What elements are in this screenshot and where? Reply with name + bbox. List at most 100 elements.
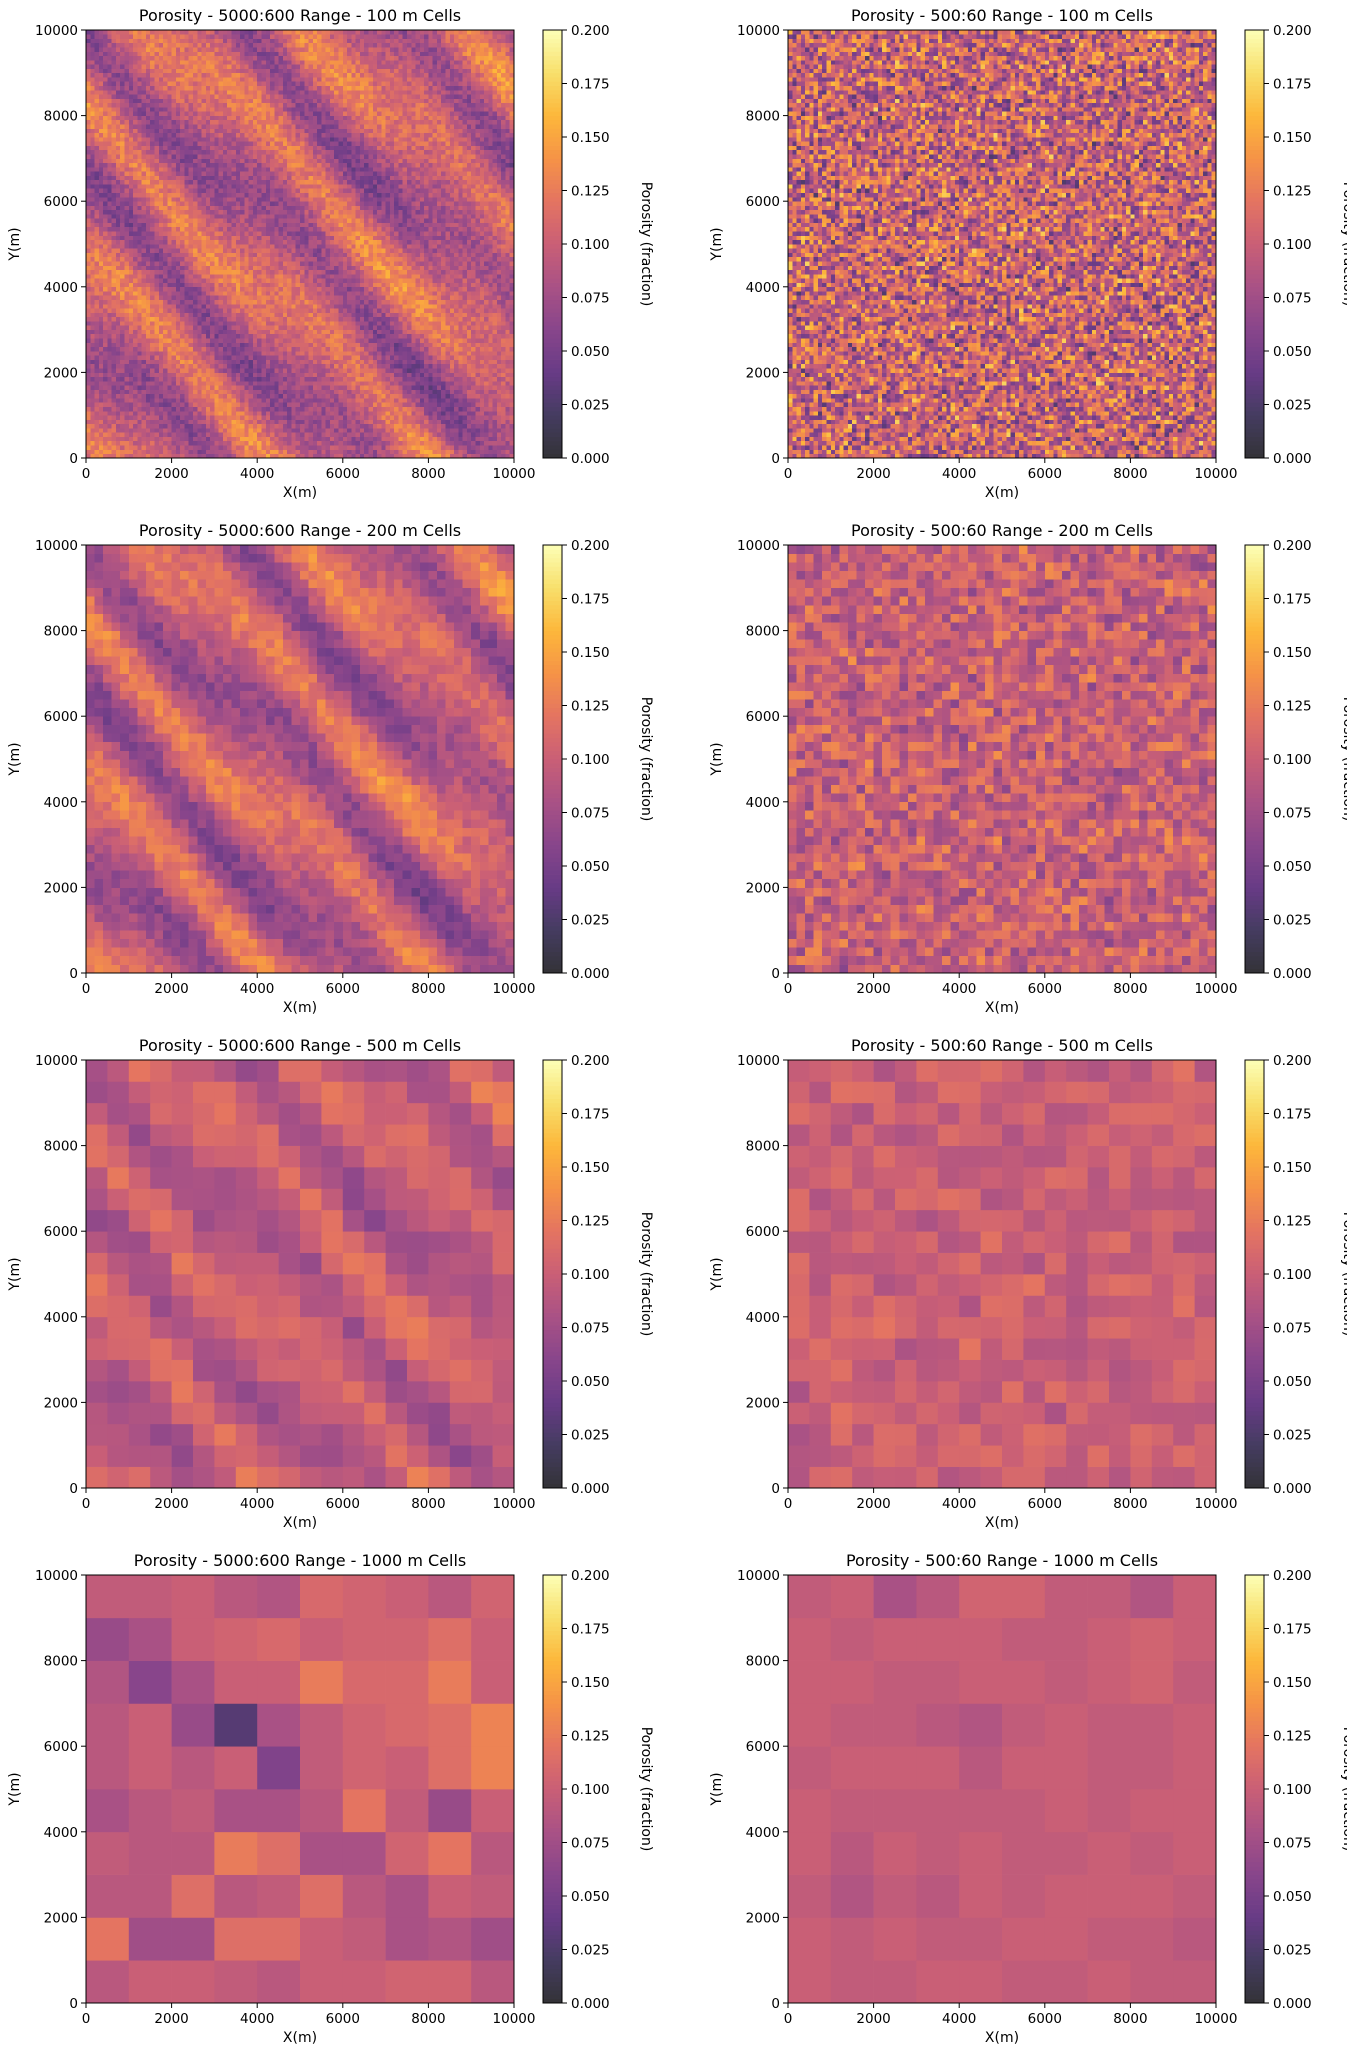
heatmap-cell xyxy=(222,410,228,416)
heatmap-cell xyxy=(231,393,237,399)
heatmap-cell xyxy=(355,321,361,326)
heatmap-cell xyxy=(445,363,451,369)
heatmap-cell xyxy=(496,333,502,339)
heatmap-cell xyxy=(154,445,160,450)
heatmap-cell xyxy=(103,269,108,275)
heatmap-cell xyxy=(240,415,245,420)
heatmap-cell xyxy=(445,355,451,360)
heatmap-cell xyxy=(475,406,481,412)
heatmap-cell xyxy=(158,256,164,262)
heatmap-cell xyxy=(188,273,194,279)
heatmap-cell xyxy=(282,445,288,450)
heatmap-cell xyxy=(227,385,232,390)
heatmap-cell xyxy=(86,308,91,313)
heatmap-cell xyxy=(402,402,408,407)
heatmap-cell xyxy=(197,244,202,249)
heatmap-cell xyxy=(287,363,292,369)
heatmap-cell xyxy=(90,372,95,378)
heatmap-cell xyxy=(227,453,232,459)
heatmap-cell xyxy=(205,282,211,288)
heatmap-cell xyxy=(184,256,190,262)
heatmap-cell xyxy=(436,432,442,437)
heatmap-cell xyxy=(124,244,130,249)
heatmap-cell xyxy=(240,273,245,279)
heatmap-cell xyxy=(475,402,481,407)
heatmap-cell xyxy=(201,368,207,373)
heatmap-cell xyxy=(317,389,322,395)
heatmap-cell xyxy=(184,428,190,433)
heatmap-cell xyxy=(415,295,421,300)
heatmap-cell xyxy=(248,346,254,352)
heatmap-cell xyxy=(197,321,202,326)
heatmap-cell xyxy=(270,248,275,253)
heatmap-cell xyxy=(424,342,429,348)
heatmap-cell xyxy=(325,261,331,266)
heatmap-cell xyxy=(334,329,339,335)
heatmap-cell xyxy=(488,252,493,258)
heatmap-cell xyxy=(270,316,275,322)
heatmap-cell xyxy=(145,303,151,309)
heatmap-cell xyxy=(377,252,382,258)
heatmap-cell xyxy=(496,265,502,271)
heatmap-cell xyxy=(205,265,211,271)
heatmap-cell xyxy=(222,248,228,253)
heatmap-cell xyxy=(158,282,164,288)
heatmap-cell xyxy=(265,278,271,283)
heatmap-cell xyxy=(128,252,134,258)
heatmap-cell xyxy=(201,329,207,335)
heatmap-cell xyxy=(381,440,386,446)
heatmap-cell xyxy=(441,282,446,288)
heatmap-cell xyxy=(86,321,91,326)
heatmap-cell xyxy=(411,351,416,356)
heatmap-cell xyxy=(274,316,279,322)
heatmap-cell xyxy=(188,419,194,425)
heatmap-cell xyxy=(325,303,331,309)
heatmap-cell xyxy=(334,278,339,283)
heatmap-cell xyxy=(385,432,391,437)
heatmap-cell xyxy=(484,380,489,386)
heatmap-cell xyxy=(407,286,412,292)
heatmap-cell xyxy=(501,376,506,382)
heatmap-cell xyxy=(372,244,378,249)
heatmap-cell xyxy=(449,432,455,437)
heatmap-cell xyxy=(321,321,327,326)
heatmap-cell xyxy=(312,419,318,425)
heatmap-cell xyxy=(449,333,455,339)
heatmap-cell xyxy=(436,406,442,412)
heatmap-cell xyxy=(329,380,335,386)
heatmap-cell xyxy=(424,308,429,313)
heatmap-cell xyxy=(372,368,378,373)
heatmap-cell xyxy=(257,372,262,378)
heatmap-cell xyxy=(466,265,472,271)
heatmap-cell xyxy=(133,244,138,249)
heatmap-cell xyxy=(128,363,134,369)
heatmap-cell xyxy=(154,329,160,335)
heatmap-cell xyxy=(150,389,155,395)
heatmap-cell xyxy=(287,440,292,446)
heatmap-cell xyxy=(321,440,327,446)
heatmap-cell xyxy=(287,261,292,266)
heatmap-cell xyxy=(145,372,151,378)
heatmap-cell xyxy=(278,244,284,249)
heatmap-cell xyxy=(270,453,275,459)
heatmap-cell xyxy=(304,389,309,395)
heatmap-cell xyxy=(133,303,138,309)
heatmap-cell xyxy=(167,415,172,420)
heatmap-cell xyxy=(150,312,155,318)
heatmap-cell xyxy=(501,440,506,446)
heatmap-cell xyxy=(240,316,245,322)
heatmap-cell xyxy=(317,299,322,305)
heatmap-cell xyxy=(377,282,382,288)
heatmap-cell xyxy=(471,415,476,420)
heatmap-cell xyxy=(231,453,237,459)
heatmap-cell xyxy=(252,432,258,437)
heatmap-cell xyxy=(252,299,258,305)
heatmap-cell xyxy=(364,308,369,313)
heatmap-cell xyxy=(351,432,356,437)
heatmap-cell xyxy=(111,278,117,283)
heatmap-cell xyxy=(278,291,284,296)
heatmap-cell xyxy=(231,308,237,313)
heatmap-cell xyxy=(458,325,463,330)
heatmap-cell xyxy=(321,312,327,318)
heatmap-cell xyxy=(368,440,374,446)
